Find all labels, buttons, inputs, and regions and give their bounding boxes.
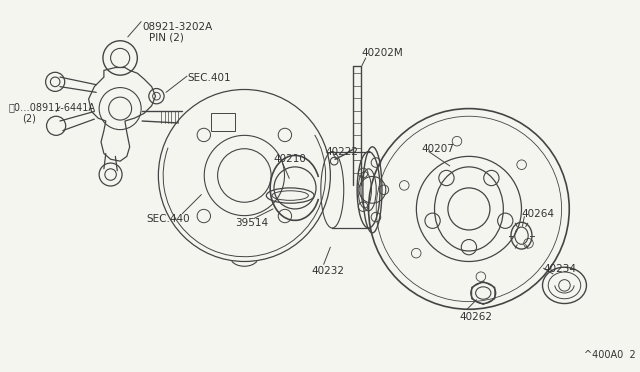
Text: SEC.401: SEC.401: [187, 73, 230, 83]
Text: 08921-3202A: 08921-3202A: [142, 22, 212, 32]
Text: 40207: 40207: [421, 144, 454, 154]
Text: 39514: 39514: [235, 218, 268, 228]
Text: ␷0…08911-6441A: ␷0…08911-6441A: [8, 102, 95, 112]
Text: ^400A0  2: ^400A0 2: [584, 350, 636, 360]
Text: SEC.440: SEC.440: [146, 214, 189, 224]
Text: 40210: 40210: [273, 154, 306, 164]
Text: 40262: 40262: [460, 312, 492, 322]
Text: 40234: 40234: [543, 264, 577, 275]
Text: 40222: 40222: [326, 147, 358, 157]
Text: PIN (2): PIN (2): [149, 32, 184, 42]
Text: (2): (2): [22, 113, 36, 124]
Text: 40232: 40232: [311, 266, 344, 276]
Text: 40264: 40264: [522, 209, 554, 219]
Text: 40202M: 40202M: [362, 48, 404, 58]
